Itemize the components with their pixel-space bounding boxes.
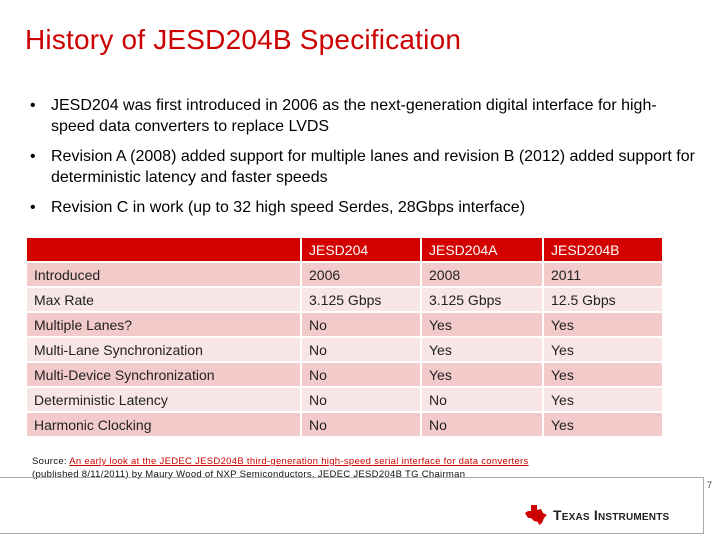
value-cell: Yes (422, 338, 542, 361)
value-cell: 2008 (422, 263, 542, 286)
value-cell: 12.5 Gbps (544, 288, 662, 311)
logo-text: Texas Instruments (553, 507, 670, 523)
table-header-row: JESD204 JESD204A JESD204B (27, 238, 662, 261)
ti-texas-logo-icon (525, 505, 547, 525)
value-cell: 3.125 Gbps (302, 288, 420, 311)
footer-bar (0, 477, 704, 534)
source-label: Source: (32, 456, 70, 467)
header-cell: JESD204A (422, 238, 542, 261)
table-row: Introduced 2006 2008 2011 (27, 263, 662, 286)
value-cell: 3.125 Gbps (422, 288, 542, 311)
bullet-item: Revision A (2008) added support for mult… (30, 146, 700, 188)
row-label-cell: Introduced (27, 263, 300, 286)
row-label-cell: Multi-Lane Synchronization (27, 338, 300, 361)
table-row: Multi-Device Synchronization No Yes Yes (27, 363, 662, 386)
header-cell (27, 238, 300, 261)
row-label-cell: Multi-Device Synchronization (27, 363, 300, 386)
value-cell: Yes (544, 363, 662, 386)
value-cell: No (302, 313, 420, 336)
value-cell: No (302, 413, 420, 436)
value-cell: No (422, 388, 542, 411)
slide-title: History of JESD204B Specification (25, 24, 462, 55)
page-number: 7 (707, 480, 713, 490)
header-cell: JESD204B (544, 238, 662, 261)
ti-logo: Texas Instruments (525, 505, 669, 525)
value-cell: No (302, 388, 420, 411)
header-cell: JESD204 (302, 238, 420, 261)
source-link[interactable]: An early look at the JEDEC JESD204B thir… (69, 456, 529, 467)
value-cell: 2006 (302, 263, 420, 286)
table-row: Max Rate 3.125 Gbps 3.125 Gbps 12.5 Gbps (27, 288, 662, 311)
value-cell: No (422, 413, 542, 436)
table-row: Multiple Lanes? No Yes Yes (27, 313, 662, 336)
value-cell: 2011 (544, 263, 662, 286)
row-label-cell: Deterministic Latency (27, 388, 300, 411)
row-label-cell: Harmonic Clocking (27, 413, 300, 436)
table-row: Deterministic Latency No No Yes (27, 388, 662, 411)
row-label-cell: Max Rate (27, 288, 300, 311)
bullet-item: JESD204 was first introduced in 2006 as … (30, 95, 700, 137)
table-row: Multi-Lane Synchronization No Yes Yes (27, 338, 662, 361)
value-cell: No (302, 338, 420, 361)
row-label-cell: Multiple Lanes? (27, 313, 300, 336)
source-note: Source: An early look at the JEDEC JESD2… (32, 455, 529, 481)
bullet-item: Revision C in work (up to 32 high speed … (30, 197, 700, 218)
bullet-list: JESD204 was first introduced in 2006 as … (30, 95, 700, 227)
value-cell: Yes (544, 388, 662, 411)
table-row: Harmonic Clocking No No Yes (27, 413, 662, 436)
value-cell: Yes (422, 363, 542, 386)
value-cell: No (302, 363, 420, 386)
comparison-table: JESD204 JESD204A JESD204B Introduced 2006… (25, 236, 664, 438)
value-cell: Yes (544, 313, 662, 336)
value-cell: Yes (544, 338, 662, 361)
value-cell: Yes (422, 313, 542, 336)
value-cell: Yes (544, 413, 662, 436)
source-details: (published 8/11/2011) by Maury Wood of N… (32, 469, 466, 480)
